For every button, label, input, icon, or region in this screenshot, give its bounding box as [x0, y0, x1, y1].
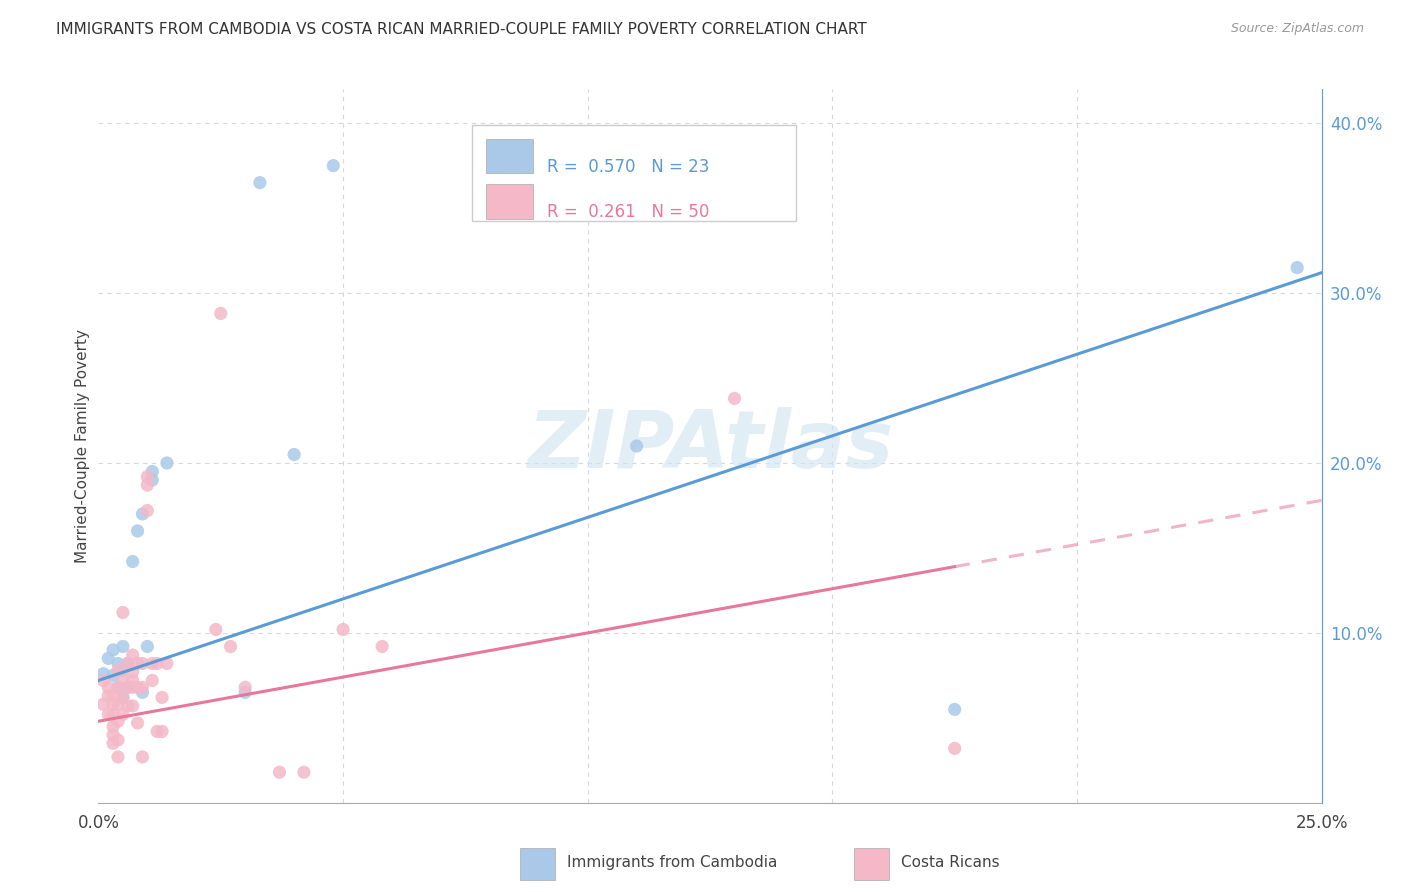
Point [111, 690, 134, 705]
Point [101, 736, 124, 750]
Point [97, 707, 120, 722]
Point [101, 707, 124, 722]
Point [111, 663, 134, 677]
Point [117, 680, 139, 694]
Point [209, 306, 232, 320]
Point [233, 680, 256, 694]
Text: R =  0.261   N = 50: R = 0.261 N = 50 [547, 203, 710, 221]
Point [107, 680, 129, 694]
Point [117, 698, 139, 713]
Point [101, 643, 124, 657]
Point [136, 469, 159, 483]
Y-axis label: Married-Couple Family Poverty: Married-Couple Family Poverty [75, 329, 90, 563]
Point [131, 750, 153, 764]
Point [121, 680, 143, 694]
Point [723, 392, 745, 406]
Point [146, 724, 169, 739]
Text: Immigrants from Cambodia: Immigrants from Cambodia [567, 855, 778, 870]
Point [117, 657, 139, 671]
Point [121, 648, 143, 662]
Point [107, 680, 129, 694]
Point [121, 665, 143, 679]
Point [131, 685, 153, 699]
Point [127, 524, 149, 538]
Point [943, 741, 966, 756]
Point [283, 448, 305, 462]
Point [91, 673, 114, 688]
Point [107, 663, 129, 677]
Point [111, 673, 134, 688]
Point [156, 456, 179, 470]
Point [131, 680, 153, 694]
Point [205, 623, 228, 637]
Point [127, 680, 149, 694]
Point [107, 657, 129, 671]
Point [269, 765, 291, 780]
Point [107, 714, 129, 729]
Point [249, 176, 271, 190]
Text: IMMIGRANTS FROM CAMBODIA VS COSTA RICAN MARRIED-COUPLE FAMILY POVERTY CORRELATIO: IMMIGRANTS FROM CAMBODIA VS COSTA RICAN … [56, 22, 868, 37]
Point [1286, 260, 1309, 275]
Point [111, 707, 134, 722]
Point [127, 715, 149, 730]
Point [91, 698, 114, 712]
Point [101, 698, 124, 712]
Point [292, 765, 315, 780]
Point [107, 698, 129, 712]
FancyBboxPatch shape [520, 847, 555, 880]
Point [107, 750, 129, 764]
Point [121, 555, 143, 569]
Point [101, 719, 124, 733]
Point [131, 507, 153, 521]
Point [111, 690, 134, 705]
Point [141, 465, 163, 479]
Point [111, 640, 134, 654]
Point [136, 640, 159, 654]
Point [127, 657, 149, 671]
Point [150, 724, 173, 739]
Point [91, 666, 114, 681]
Point [121, 673, 143, 688]
Point [332, 623, 354, 637]
Point [626, 439, 648, 453]
Text: Source: ZipAtlas.com: Source: ZipAtlas.com [1230, 22, 1364, 36]
Point [141, 673, 163, 688]
Point [233, 685, 256, 699]
Point [97, 651, 120, 665]
Text: ZIPAtlas: ZIPAtlas [527, 407, 893, 485]
Point [136, 478, 159, 492]
Point [131, 657, 153, 671]
FancyBboxPatch shape [486, 139, 533, 173]
Point [141, 657, 163, 671]
Point [97, 680, 120, 694]
Point [97, 689, 120, 703]
Text: Costa Ricans: Costa Ricans [901, 855, 1000, 870]
Point [117, 680, 139, 694]
FancyBboxPatch shape [486, 184, 533, 219]
Point [101, 689, 124, 703]
Point [111, 606, 134, 620]
FancyBboxPatch shape [855, 847, 889, 880]
Point [121, 698, 143, 713]
Point [371, 640, 394, 654]
Point [322, 159, 344, 173]
Point [101, 668, 124, 682]
Point [146, 657, 169, 671]
Point [156, 657, 179, 671]
Point [219, 640, 242, 654]
Point [136, 503, 159, 517]
Point [107, 733, 129, 747]
Point [117, 657, 139, 671]
Point [150, 690, 173, 705]
FancyBboxPatch shape [471, 125, 796, 221]
Point [141, 473, 163, 487]
Point [943, 702, 966, 716]
Point [101, 728, 124, 742]
Text: R =  0.570   N = 23: R = 0.570 N = 23 [547, 158, 710, 176]
